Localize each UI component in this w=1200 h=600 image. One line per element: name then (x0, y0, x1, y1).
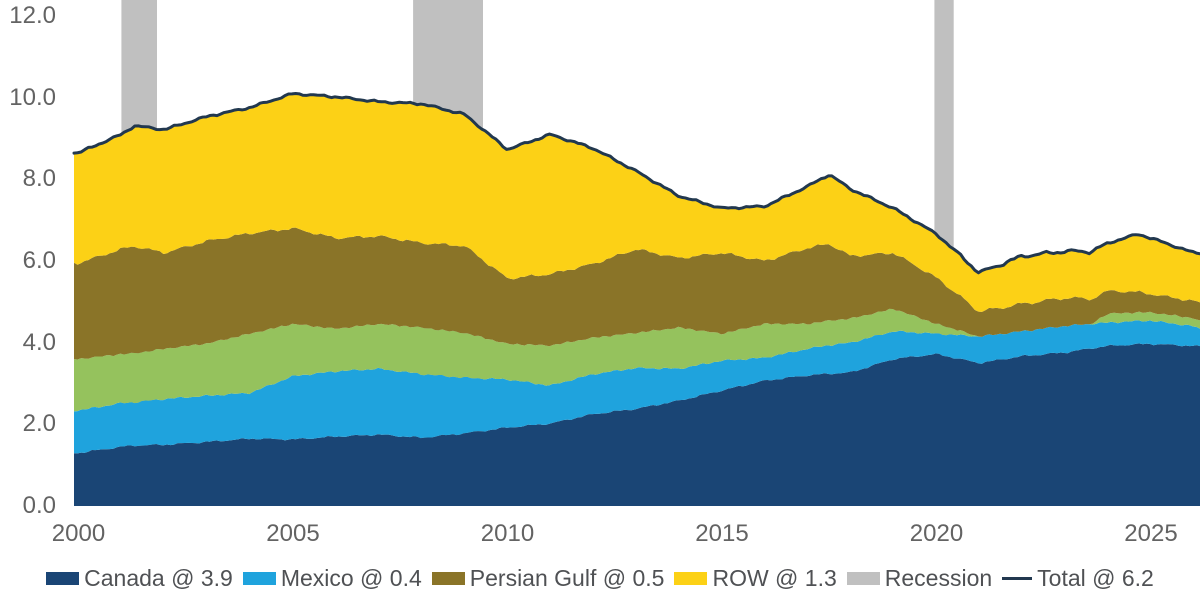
legend-label: Recession (884, 564, 993, 591)
legend-label: ROW @ 1.3 (712, 564, 837, 591)
legend-color-swatch (46, 571, 80, 585)
legend-item-row: ROW @ 1.3 (674, 564, 837, 592)
y-axis-tick-label: 4.0 (22, 328, 56, 356)
total-line (72, 92, 1200, 275)
legend-line-swatch (1002, 576, 1033, 580)
legend-label: Total @ 6.2 (1037, 564, 1154, 591)
y-axis-tick-label: 2.0 (22, 410, 56, 438)
x-axis-tick-label: 2015 (695, 520, 749, 547)
legend-item-recession: Recession (846, 564, 993, 592)
area-series-mexico (74, 320, 1200, 454)
legend-color-swatch (674, 571, 708, 585)
x-axis-tick-label: 2025 (1124, 520, 1178, 547)
legend-label: Canada @ 3.9 (84, 564, 233, 591)
legend-color-swatch (242, 571, 276, 585)
legend-color-swatch (846, 571, 880, 585)
legend-item-persian: Persian Gulf @ 0.5 (431, 564, 665, 592)
x-axis-tick-label: 2010 (480, 520, 535, 547)
y-axis-tick-label: 10.0 (9, 83, 56, 111)
area-series-unlabeled-green-band (74, 308, 1200, 412)
area-series-row (74, 93, 1200, 312)
legend-item-canada: Canada @ 3.9 (46, 565, 233, 592)
y-axis-tick-label: 8.0 (22, 165, 56, 193)
legend-label: Mexico @ 0.4 (280, 564, 422, 591)
x-axis-tick-label: 2020 (909, 520, 964, 547)
area-series-canada (74, 343, 1200, 506)
area-series-persian-gulf (74, 227, 1200, 360)
legend-item-mexico: Mexico @ 0.4 (242, 564, 422, 592)
x-axis-tick-label: 2005 (266, 520, 320, 547)
y-axis-tick-label: 6.0 (22, 247, 56, 274)
y-axis-tick-label: 0.0 (22, 492, 56, 519)
y-axis-tick-label: 12.0 (9, 2, 56, 29)
chart-legend: Canada @ 3.9 Mexico @ 0.4 Persian Gulf @ 0… (0, 563, 1200, 593)
x-axis-tick-label: 2000 (51, 520, 106, 547)
legend-label: Persian Gulf @ 0.5 (469, 564, 665, 591)
legend-color-swatch (431, 571, 465, 585)
legend-item-total: Total @ 6.2 (1002, 565, 1154, 592)
